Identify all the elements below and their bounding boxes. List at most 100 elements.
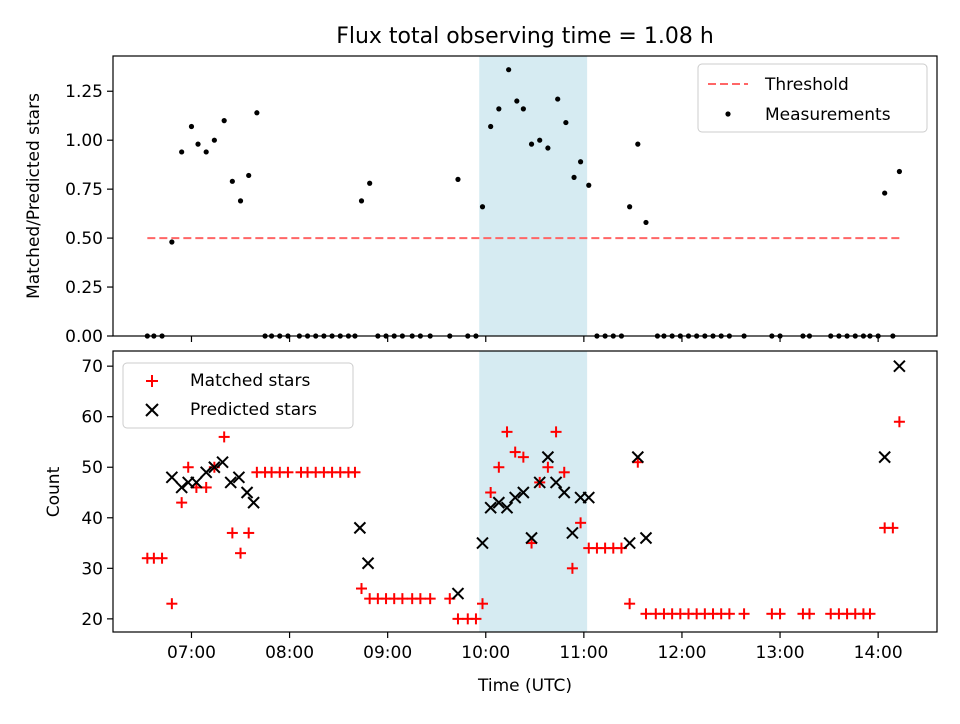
measurement-point	[367, 180, 373, 186]
bottom-panel: 20 30 40 50 60 70 07:00 08:00 09:00 10:00 11:00 12…	[44, 350, 938, 696]
measurement-point	[586, 182, 592, 188]
measurement-point	[571, 174, 577, 180]
predicted-star-marker	[878, 450, 891, 464]
measurement-point	[195, 141, 201, 147]
legend-predicted-swatch	[145, 403, 159, 417]
measurement-point	[545, 145, 551, 151]
predicted-star-marker	[500, 501, 514, 514]
measurement-point	[514, 98, 520, 104]
top-legend: Threshold Measurements	[697, 63, 928, 133]
measurement-point	[520, 106, 526, 112]
matched-star-marker	[356, 583, 368, 595]
matched-star-marker	[470, 613, 482, 625]
bottom-axes-frame	[112, 350, 938, 633]
matched-star-marker	[485, 487, 497, 499]
predicted-star-marker	[566, 526, 579, 540]
y-tick-label: 60	[81, 408, 103, 428]
measurement-point	[635, 141, 641, 147]
predicted-star-marker	[631, 450, 645, 464]
predicted-star-marker	[165, 471, 179, 484]
x-tick-label: 13:00	[756, 643, 805, 663]
y-tick-label: 30	[81, 559, 103, 579]
y-tick-label: 20	[81, 610, 103, 630]
top-y-axis-label: Matched/Predicted stars	[24, 93, 44, 299]
matched-star-marker	[226, 527, 238, 539]
top-y-ticks: 0.00 0.25 0.50 0.75 1.00 1.25	[65, 82, 113, 347]
predicted-star-marker	[353, 521, 367, 535]
matched-star-marker	[774, 608, 786, 620]
x-tick-label: 07:00	[167, 643, 216, 663]
x-tick-label: 12:00	[657, 643, 706, 663]
matched-star-marker	[509, 446, 521, 458]
predicted-star-marker	[232, 471, 246, 484]
matched-star-marker	[542, 461, 554, 473]
matched-star-marker	[864, 608, 876, 620]
matched-star-marker	[893, 416, 905, 428]
measurement-point	[627, 204, 633, 210]
measurement-point	[506, 67, 512, 73]
matched-star-marker	[575, 517, 587, 529]
y-tick-label: 0.75	[65, 180, 103, 200]
measurement-point	[455, 176, 461, 182]
legend-threshold-label: Threshold	[764, 75, 849, 95]
measurement-point	[577, 159, 584, 165]
predicted-star-marker	[484, 501, 497, 514]
measurement-point	[179, 149, 185, 155]
measurement-point	[896, 168, 902, 175]
matched-star-marker	[176, 497, 188, 509]
measurement-point	[563, 119, 569, 126]
predicted-star-marker	[549, 476, 563, 489]
measurement-point	[643, 219, 649, 226]
measurement-point	[211, 137, 217, 143]
matched-star-marker	[803, 608, 815, 620]
measurement-point	[479, 204, 486, 210]
matched-star-marker	[414, 593, 426, 605]
measurement-point	[229, 178, 235, 184]
predicted-star-marker	[517, 486, 530, 499]
predicted-star-marker	[639, 531, 653, 545]
y-tick-label: 0.00	[65, 327, 103, 347]
predicted-star-marker	[582, 491, 595, 504]
bottom-x-ticks: 07:00 08:00 09:00 10:00 11:00 12:00 13:00 14:00	[167, 632, 903, 663]
x-axis-label: Time (UTC)	[477, 676, 572, 696]
matched-star-marker	[566, 562, 578, 574]
predicted-star-marker	[216, 455, 229, 469]
matched-star-marker	[235, 547, 247, 559]
y-tick-label: 1.25	[65, 82, 103, 102]
y-tick-label: 0.25	[65, 278, 103, 298]
predicted-star-marker	[558, 486, 571, 499]
predicted-star-marker	[224, 476, 237, 489]
matched-star-marker	[738, 608, 750, 620]
matched-star-marker	[550, 426, 562, 438]
x-tick-label: 11:00	[559, 643, 608, 663]
matched-star-marker	[282, 466, 294, 478]
predicted-star-marker	[175, 481, 188, 494]
measurement-point	[221, 118, 227, 124]
x-tick-label: 14:00	[854, 643, 903, 663]
y-tick-label: 40	[81, 509, 103, 529]
top-highlight-span	[479, 56, 588, 336]
legend-measurements-swatch	[725, 111, 731, 117]
legend-predicted-label: Predicted stars	[190, 400, 317, 420]
measurement-point	[169, 239, 175, 245]
bottom-legend: Matched stars Predicted stars	[122, 362, 354, 429]
top-legend-box	[697, 63, 928, 133]
y-tick-label: 1.00	[65, 131, 103, 151]
predicted-star-marker	[451, 587, 465, 600]
predicted-star-marker	[508, 491, 522, 504]
predicted-star-marker	[199, 466, 213, 479]
x-tick-label: 09:00	[363, 643, 412, 663]
predicted-star-marker	[541, 450, 555, 464]
measurement-point	[358, 198, 365, 204]
matched-star-marker	[182, 461, 194, 473]
predicted-star-marker	[525, 531, 538, 545]
predicted-star-marker	[476, 536, 489, 550]
matched-star-marker	[723, 608, 735, 620]
top-x-ticks	[190, 336, 879, 342]
x-tick-label: 08:00	[265, 643, 314, 663]
x-tick-label: 10:00	[461, 643, 510, 663]
matched-star-marker	[501, 426, 513, 438]
top-axes-frame	[112, 55, 938, 337]
predicted-stars-points	[165, 359, 906, 600]
measurement-point	[555, 96, 561, 102]
